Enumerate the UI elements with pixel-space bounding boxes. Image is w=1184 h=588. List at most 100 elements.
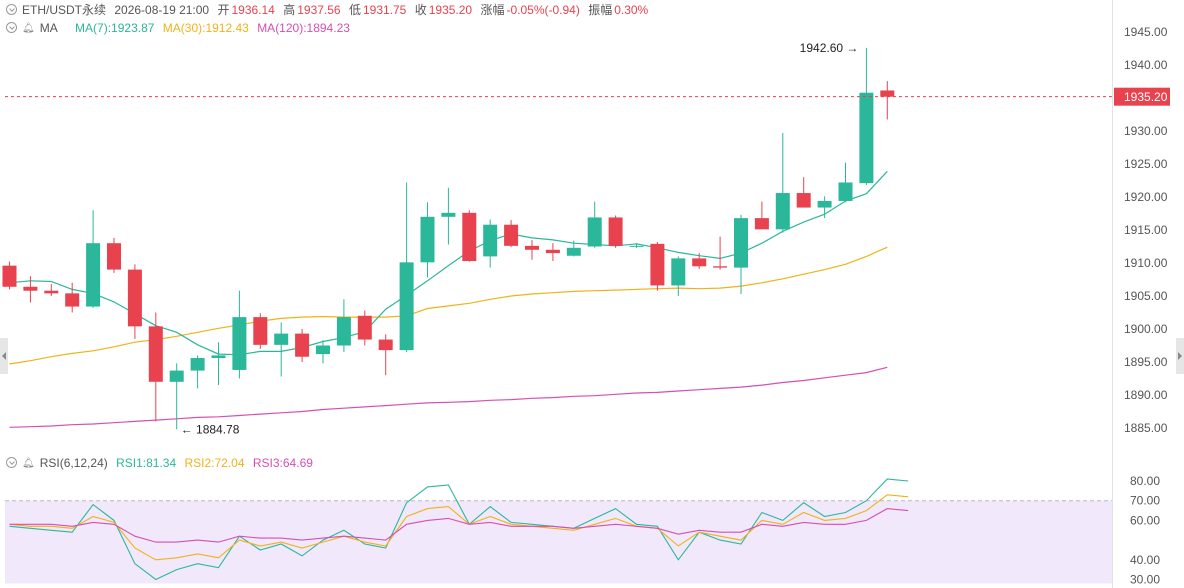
- rsi-band: [5, 500, 1112, 584]
- price-tick-label: 1940.00: [1124, 58, 1168, 72]
- candle-body: [671, 258, 686, 286]
- max-price-label: 1942.60 →: [800, 41, 859, 55]
- ma-collapse-chevron-icon[interactable]: [6, 22, 17, 34]
- candle: [483, 219, 498, 268]
- ma120-line: [9, 366, 888, 428]
- price-tick-label: 1920.00: [1124, 190, 1168, 204]
- price-tick-label: 1910.00: [1124, 256, 1168, 270]
- candle: [525, 239, 539, 260]
- candle-body: [274, 333, 289, 345]
- candle: [587, 201, 602, 248]
- candle: [880, 81, 895, 120]
- candle-body: [232, 317, 247, 370]
- ma-legend: 🔔︎ MA MA(7):1923.87 MA(30):1912.43 MA(120…: [6, 21, 355, 36]
- candle: [838, 162, 853, 203]
- candle-body: [880, 90, 895, 97]
- candle-body: [566, 247, 581, 256]
- candle-body: [295, 333, 310, 357]
- rsi3-legend-value: RSI3:64.69: [252, 456, 313, 470]
- candle: [86, 210, 101, 308]
- price-tick-label: 1900.00: [1124, 322, 1168, 336]
- candle: [399, 182, 414, 353]
- rsi-tick-label: 80.00: [1130, 474, 1160, 488]
- candle: [107, 237, 121, 273]
- candle: [713, 236, 728, 270]
- candle: [629, 243, 644, 248]
- rsi-tick-label: 30.00: [1130, 573, 1160, 587]
- rsi1-line: [9, 478, 909, 581]
- min-price-label: ← 1884.78: [181, 422, 240, 436]
- rsi3-line: [9, 508, 909, 543]
- candle-body: [2, 265, 17, 287]
- rsi2-legend-value: RSI2:72.04: [184, 456, 245, 470]
- candle: [127, 264, 142, 339]
- collapse-chevron-icon[interactable]: [6, 4, 17, 16]
- candle: [316, 340, 330, 364]
- candle: [295, 329, 310, 362]
- candle: [253, 313, 268, 349]
- rsi-alert-bell-icon[interactable]: 🔔︎: [22, 457, 35, 469]
- rsi-indicator-name: RSI(6,12,24): [39, 456, 108, 470]
- candle: [796, 177, 811, 208]
- candle: [671, 256, 686, 296]
- candle-body: [211, 355, 226, 359]
- candle-body: [525, 245, 539, 250]
- price-tick-label: 1930.00: [1124, 124, 1168, 138]
- candle: [65, 282, 80, 313]
- candle-body: [859, 92, 874, 184]
- candle: [817, 196, 832, 219]
- ma7-legend-value: MA(7):1923.87: [75, 21, 155, 35]
- candle: [775, 132, 790, 233]
- candle-body: [107, 243, 121, 270]
- candle-body: [253, 317, 268, 345]
- candle-body: [483, 224, 498, 257]
- candle: [23, 276, 38, 303]
- candle: [566, 240, 581, 257]
- candle-body: [441, 212, 456, 217]
- candle-body: [504, 224, 519, 246]
- last-price-tag: [1114, 87, 1170, 106]
- open-value: 1936.14: [231, 3, 275, 17]
- candle-body: [357, 315, 372, 340]
- candle-body: [692, 258, 707, 267]
- rsi-tick-label: 60.00: [1130, 513, 1160, 527]
- candle: [692, 253, 707, 269]
- candle-body: [545, 249, 560, 254]
- candle-body: [44, 290, 59, 294]
- change-value: -0.05%(-0.94): [506, 3, 580, 17]
- ma120-legend-value: MA(120):1894.23: [257, 21, 350, 35]
- amplitude-value: 0.30%: [614, 3, 649, 17]
- high-label: 高: [283, 3, 296, 17]
- candle-body: [378, 339, 393, 351]
- candle-body: [754, 218, 769, 230]
- candle: [650, 241, 665, 291]
- candle-body: [420, 216, 435, 263]
- open-label: 开: [217, 3, 230, 17]
- candle: [44, 284, 59, 296]
- close-value: 1935.20: [428, 3, 473, 17]
- price-tick-label: 1925.00: [1124, 157, 1168, 171]
- candle-body: [86, 243, 101, 307]
- candle: [504, 220, 519, 248]
- price-tick-label: 1905.00: [1124, 289, 1168, 303]
- candle: [148, 312, 163, 422]
- scroll-right-arrow-icon[interactable]: [1176, 338, 1184, 374]
- candle-body: [462, 212, 477, 262]
- candle: [462, 210, 477, 262]
- ma30-legend-value: MA(30):1912.43: [162, 21, 249, 35]
- candle: [754, 201, 769, 230]
- candle-body: [650, 243, 665, 286]
- rsi-collapse-chevron-icon[interactable]: [6, 457, 17, 469]
- symbol-label: ETH/USDT永续: [22, 3, 107, 17]
- candle-body: [734, 218, 748, 268]
- candle-body: [23, 286, 38, 291]
- change-label: 涨幅: [480, 3, 505, 17]
- candle: [378, 334, 393, 376]
- candle: [420, 202, 435, 278]
- price-tick-label: 1945.00: [1124, 25, 1168, 39]
- candle-body: [399, 262, 414, 351]
- scroll-left-arrow-icon[interactable]: [0, 338, 8, 374]
- ma-alert-bell-icon[interactable]: 🔔︎: [22, 22, 35, 34]
- candle-body: [796, 193, 811, 208]
